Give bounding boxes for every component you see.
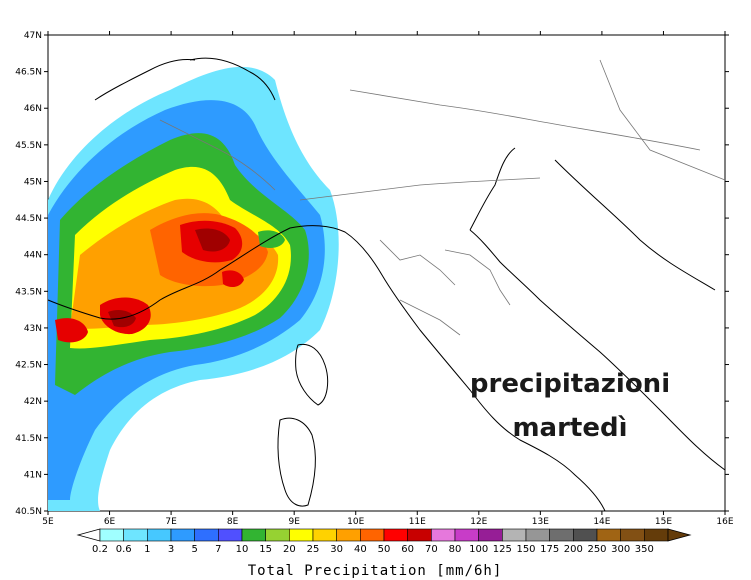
- legend-swatch: [478, 528, 503, 542]
- internal-borders: [159, 59, 726, 336]
- lon-label: 15E: [655, 517, 672, 527]
- legend-label: 350: [635, 544, 654, 555]
- legend-swatch: [502, 528, 527, 542]
- lon-label: 11E: [409, 517, 426, 527]
- legend-label: 60: [401, 544, 414, 555]
- legend-swatch: [289, 528, 314, 542]
- lon-label: 6E: [104, 517, 116, 527]
- legend-arrow-right: [667, 528, 692, 542]
- lon-label: 10E: [347, 517, 364, 527]
- legend-label: 0.6: [116, 544, 132, 555]
- legend-swatch: [241, 528, 266, 542]
- legend-label: 250: [587, 544, 606, 555]
- lon-label: 5E: [42, 517, 54, 527]
- legend-swatch: [549, 528, 574, 542]
- lat-label: 40.5N: [15, 507, 42, 517]
- legend-swatch: [573, 528, 598, 542]
- overlay-title-line2: martedì: [512, 413, 627, 443]
- legend-label: 70: [425, 544, 438, 555]
- legend-label: 300: [611, 544, 630, 555]
- precip-contour-dark_red: [195, 228, 230, 252]
- legend-label: 40: [354, 544, 367, 555]
- legend-swatch: [147, 528, 172, 542]
- lat-label: 45.5N: [15, 141, 42, 151]
- lat-label: 46.5N: [15, 68, 42, 78]
- legend-swatch: [336, 528, 361, 542]
- legend-label: 200: [564, 544, 583, 555]
- legend-label: 7: [215, 544, 221, 555]
- color-legend: 0.2 0.6 1 3 5 7 10 15 20 25 30 40 50 60 70 80 100 125 150 1…: [76, 528, 692, 555]
- legend-label: 125: [493, 544, 512, 555]
- legend-swatch: [170, 528, 195, 542]
- lat-label: 41N: [24, 470, 42, 480]
- lat-label: 47N: [24, 31, 42, 41]
- lon-label: 16E: [716, 517, 733, 527]
- lat-label: 44N: [24, 251, 42, 261]
- legend-swatch: [265, 528, 290, 542]
- legend-label: 100: [469, 544, 488, 555]
- legend-swatch: [596, 528, 621, 542]
- legend-label: 80: [449, 544, 462, 555]
- legend-label: 20: [283, 544, 296, 555]
- lon-label: 8E: [227, 517, 239, 527]
- map-panel: 47N 46.5N 46N 45.5N 45N 44.5N 44N 43.5N 43N 42.5N…: [15, 31, 734, 527]
- overlay-title-line1: precipitazioni: [470, 369, 670, 399]
- legend-title: Total Precipitation [mm/6h]: [248, 563, 503, 579]
- lat-label: 43.5N: [15, 287, 42, 297]
- legend-swatch: [99, 528, 124, 542]
- legend-swatch: [644, 528, 669, 542]
- lat-label: 46N: [24, 104, 42, 114]
- lon-label: 7E: [165, 517, 177, 527]
- legend-label: 30: [330, 544, 343, 555]
- legend-swatch: [525, 528, 550, 542]
- precip-contour-red: [55, 318, 88, 343]
- legend-swatch: [383, 528, 408, 542]
- lat-label: 42.5N: [15, 361, 42, 371]
- legend-swatch: [194, 528, 219, 542]
- legend-arrow-left: [76, 528, 101, 542]
- lon-label: 14E: [593, 517, 610, 527]
- lon-label: 9E: [288, 517, 300, 527]
- axis-ticks: 47N 46.5N 46N 45.5N 45N 44.5N 44N 43.5N 43N 42.5N…: [15, 31, 734, 527]
- lat-label: 45N: [24, 177, 42, 187]
- legend-swatch: [620, 528, 645, 542]
- legend-swatch: [123, 528, 148, 542]
- lon-label: 12E: [470, 517, 487, 527]
- legend-label: 15: [259, 544, 272, 555]
- lon-label: 13E: [532, 517, 549, 527]
- legend-swatch: [360, 528, 385, 542]
- legend-label: 3: [168, 544, 174, 555]
- legend-label: 150: [516, 544, 535, 555]
- lat-label: 41.5N: [15, 434, 42, 444]
- precip-contour-red: [222, 270, 244, 288]
- legend-label: 0.2: [92, 544, 108, 555]
- legend-label: 1: [144, 544, 150, 555]
- legend-label: 5: [191, 544, 197, 555]
- legend-label: 175: [540, 544, 559, 555]
- lat-label: 43N: [24, 324, 42, 334]
- legend-label: 50: [378, 544, 391, 555]
- lat-label: 44.5N: [15, 214, 42, 224]
- legend-swatch: [312, 528, 337, 542]
- lat-label: 42N: [24, 397, 42, 407]
- legend-label: 25: [307, 544, 320, 555]
- coastlines: [47, 57, 726, 512]
- legend-label: 10: [236, 544, 249, 555]
- legend-swatch: [407, 528, 432, 542]
- legend-swatch: [218, 528, 243, 542]
- precip-contour-green: [258, 230, 285, 248]
- legend-swatch: [431, 528, 456, 542]
- precipitation-field: [48, 66, 339, 512]
- legend-swatch: [454, 528, 479, 542]
